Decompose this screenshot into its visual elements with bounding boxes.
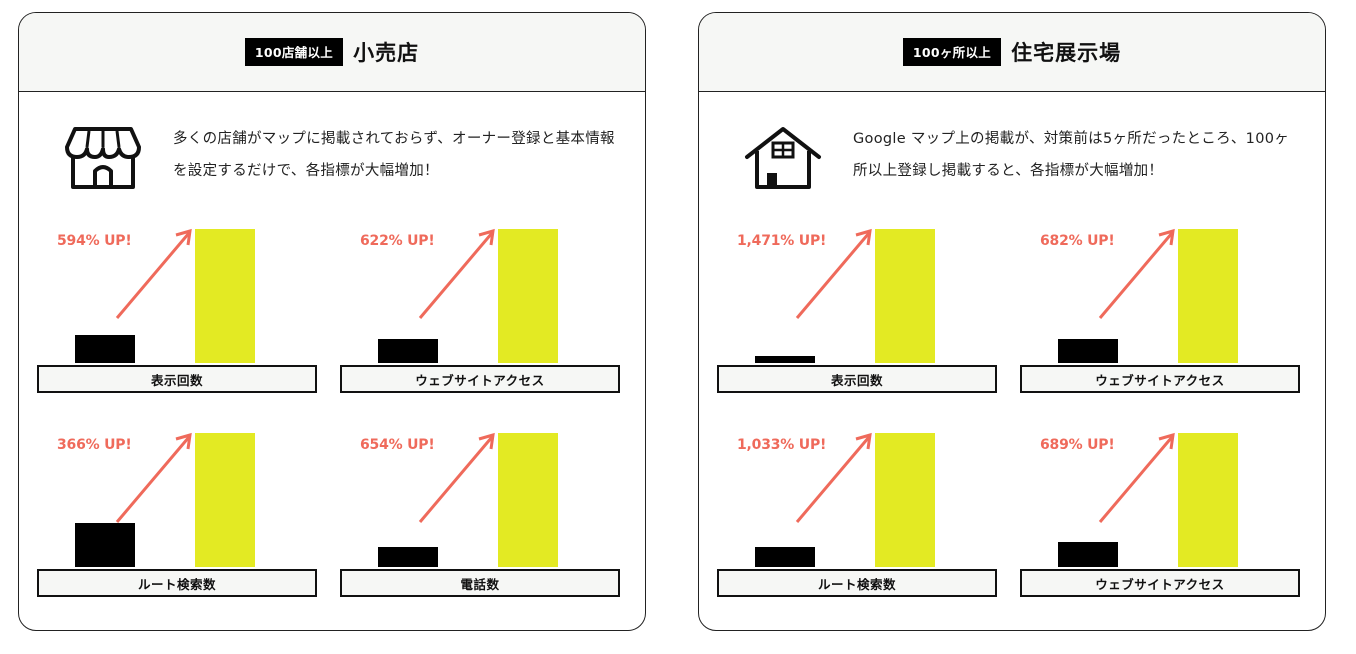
metric-label: ウェブサイトアクセス [1020, 365, 1300, 393]
metric-percent: 1,033% UP! [737, 437, 827, 453]
before-bar [755, 547, 815, 567]
before-bar [1058, 542, 1118, 567]
metric-percent: 366% UP! [57, 437, 132, 453]
card-title: 小売店 [353, 41, 420, 65]
metric-route-search: 1,033% UP! ルート検索数 [717, 417, 997, 597]
metric-label: ルート検索数 [37, 569, 317, 597]
metric-percent: 622% UP! [360, 233, 435, 249]
house-icon [745, 127, 821, 189]
metric-percent: 594% UP! [57, 233, 132, 249]
metric-label: ルート検索数 [717, 569, 997, 597]
metric-percent: 682% UP! [1040, 233, 1115, 249]
metric-label: ウェブサイトアクセス [340, 365, 620, 393]
before-bar [1058, 339, 1118, 363]
arrow-up-icon [1098, 432, 1175, 523]
storefront-icon [65, 127, 141, 189]
card-header: 100ヶ所以上 住宅展示場 [699, 13, 1325, 92]
after-bar [875, 433, 935, 567]
after-bar [498, 433, 558, 567]
card-intro: Google マップ上の掲載が、対策前は5ヶ所だったところ、100ヶ所以上登録し… [699, 121, 1325, 201]
metric-website-access: 682% UP! ウェブサイトアクセス [1020, 213, 1300, 393]
metric-percent: 1,471% UP! [737, 233, 827, 249]
arrow-up-icon [418, 432, 495, 523]
metric-website-access: 622% UP! ウェブサイトアクセス [340, 213, 620, 393]
metric-website-access-2: 689% UP! ウェブサイトアクセス [1020, 417, 1300, 597]
before-bar [75, 335, 135, 363]
arrow-up-icon [418, 228, 495, 319]
metric-label: 電話数 [340, 569, 620, 597]
metric-label: 表示回数 [37, 365, 317, 393]
before-bar [378, 547, 438, 567]
after-bar [875, 229, 935, 363]
arrow-up-icon [1098, 228, 1175, 319]
arrow-up-icon [115, 228, 192, 319]
card-description: 多くの店舗がマップに掲載されておらず、オーナー登録と基本情報を設定するだけで、各… [173, 131, 615, 179]
before-bar [378, 339, 438, 363]
store-count-badge: 100店舗以上 [244, 38, 344, 66]
card-intro: 多くの店舗がマップに掲載されておらず、オーナー登録と基本情報を設定するだけで、各… [19, 121, 645, 201]
metric-label: ウェブサイトアクセス [1020, 569, 1300, 597]
housing-exhibition-card: 100ヶ所以上 住宅展示場 Google マップ上の掲載が、対策前は5ヶ所だった… [698, 12, 1326, 631]
after-bar [195, 433, 255, 567]
metric-percent: 654% UP! [360, 437, 435, 453]
after-bar [195, 229, 255, 363]
before-bar [75, 523, 135, 567]
location-count-badge: 100ヶ所以上 [902, 38, 1002, 66]
before-bar [755, 356, 815, 363]
arrow-up-icon [115, 432, 192, 523]
metric-percent: 689% UP! [1040, 437, 1115, 453]
metric-impressions: 594% UP! 表示回数 [37, 213, 317, 393]
after-bar [498, 229, 558, 363]
card-header: 100店舗以上 小売店 [19, 13, 645, 92]
arrow-up-icon [795, 432, 872, 523]
metric-route-search: 366% UP! ルート検索数 [37, 417, 317, 597]
card-description: Google マップ上の掲載が、対策前は5ヶ所だったところ、100ヶ所以上登録し… [853, 131, 1290, 179]
after-bar [1178, 433, 1238, 567]
retail-card: 100店舗以上 小売店 多くの店舗がマップに掲載されておらず、オーナー登録と基本… [18, 12, 646, 631]
metric-label: 表示回数 [717, 365, 997, 393]
metric-impressions: 1,471% UP! 表示回数 [717, 213, 997, 393]
metric-phone-calls: 654% UP! 電話数 [340, 417, 620, 597]
after-bar [1178, 229, 1238, 363]
arrow-up-icon [795, 228, 872, 319]
card-title: 住宅展示場 [1011, 41, 1122, 65]
